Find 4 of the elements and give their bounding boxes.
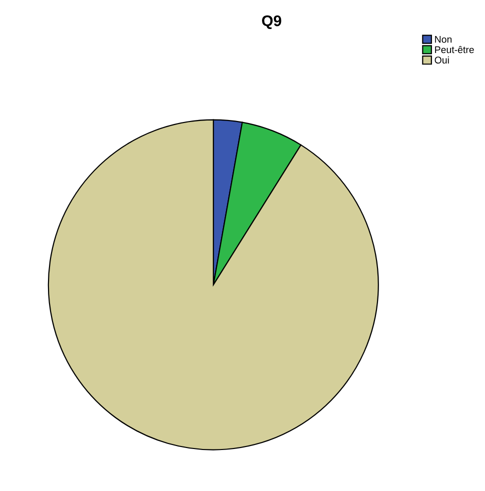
legend-label: Oui (434, 56, 449, 64)
legend-label: Non (435, 36, 452, 43)
chart-title: Q9 (262, 15, 282, 30)
legend-label: Peut-être (435, 46, 474, 54)
